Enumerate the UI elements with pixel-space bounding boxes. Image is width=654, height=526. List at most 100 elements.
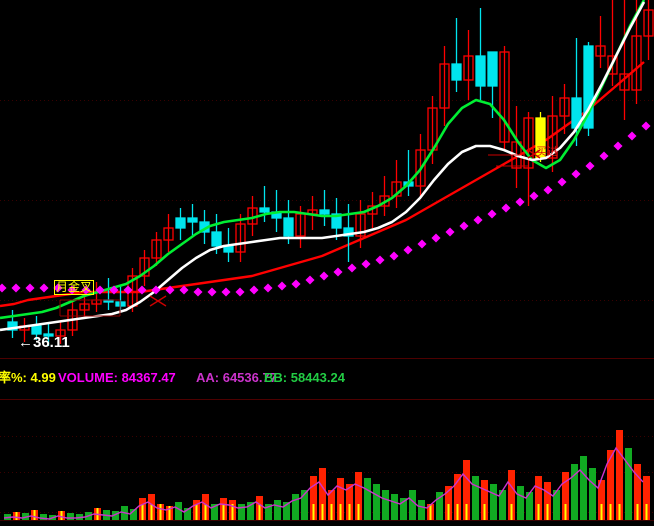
candlestick-19 [235,214,246,262]
trend-dot-23 [319,271,329,281]
legend-item-3: BB: 58443.24 [264,368,345,388]
trend-dot-16 [221,287,231,297]
candlestick-34 [415,134,426,198]
legend-item-0: 率%: 4.99 [0,368,56,388]
candlestick-41 [499,46,510,150]
candlestick-3 [43,322,54,346]
volume-chart-canvas [0,430,654,521]
volume-bar-46 [418,500,425,520]
candlestick-38 [463,30,474,100]
trend-dot-27 [375,255,385,265]
volume-bar-20 [184,508,191,520]
volume-bar-core-1 [15,512,18,520]
volume-bar-19 [175,502,182,520]
volume-bar-core-22 [204,504,207,520]
trend-dot-24 [333,267,343,277]
volume-bar-core-66 [600,504,603,520]
volume-bar-40 [364,478,371,520]
volume-bar-48 [436,492,443,520]
candlestick-23 [283,200,294,244]
volume-bar-58 [526,492,533,520]
volume-bar-69 [625,448,632,520]
trend-dot-31 [431,233,441,243]
candlestick-32 [391,160,402,208]
candlestick-8 [103,278,114,310]
volume-bar-26 [238,504,245,520]
candlestick-46 [559,84,570,134]
candlestick-0 [7,310,18,338]
volume-bar-core-68 [618,504,621,520]
volume-bar-43 [391,494,398,520]
volume-bar-core-62 [564,504,567,520]
legend-value-2: 64536.77 [222,370,277,385]
trend-dot-46 [641,121,651,131]
trend-dot-30 [417,239,427,249]
volume-bar-60 [544,482,551,520]
trend-dot-33 [459,221,469,231]
volume-bar-23 [211,504,218,520]
trend-dot-39 [543,185,553,195]
trend-dot-18 [249,285,259,295]
volume-bar-core-53 [483,504,486,520]
volume-bar-65 [589,468,596,520]
volume-bar-core-36 [330,504,333,520]
volume-bar-14 [130,509,137,520]
volume-bar-core-67 [609,504,612,520]
candlestick-29 [355,200,366,248]
volume-bar-41 [373,484,380,520]
volume-bar-56 [508,470,515,520]
volume-bar-64 [580,456,587,520]
trend-dot-26 [361,259,371,269]
volume-bar-70 [634,464,641,520]
candlestick-15 [187,204,198,236]
trend-dot-11 [151,285,161,295]
candlestick-31 [379,176,390,216]
volume-bar-core-25 [231,504,234,520]
legend-value-0: 4.99 [30,370,56,385]
candlestick-26 [319,190,330,226]
volume-bar-12 [112,511,119,520]
volume-bar-2 [22,513,29,520]
candlestick-37 [451,18,462,92]
indicator-legend-panel: 率%: 4.99 VOLUME: 84367.47 AA: 64536.77 BB: … [0,358,654,400]
candlestick-11 [139,250,150,286]
candlestick-39 [475,8,486,100]
trend-dot-34 [473,215,483,225]
candlestick-14 [175,208,186,240]
legend-row: 率%: 4.99 VOLUME: 84367.47 AA: 64536.77 BB: … [0,368,654,388]
trend-dot-44 [613,141,623,151]
candlestick-21 [259,186,270,222]
volume-bar-29 [265,504,272,520]
trend-dot-29 [403,245,413,255]
volume-bar-35 [319,468,326,520]
volume-bar-core-71 [645,504,648,520]
candlestick-49 [595,16,606,68]
ma-long-line [0,61,645,308]
volume-bar-71 [643,476,650,520]
trend-dot-21 [291,279,301,289]
volume-bar-27 [247,502,254,520]
buy-signal-annotation: 买进 [536,146,558,158]
trend-dot-1 [11,283,21,293]
price-chart-panel[interactable]: 月金叉 ←36.11 买进 [0,0,654,358]
golden-cross-annotation: 月金叉 [54,280,95,295]
volume-bar-core-34 [312,504,315,520]
volume-bar-core-49 [447,504,450,520]
volume-bar-core-16 [150,504,153,520]
trend-dot-35 [487,209,497,219]
volume-bar-core-6 [60,511,63,520]
candlestick-51 [619,0,630,120]
signal-cross-right [527,149,541,159]
volume-bar-core-60 [546,504,549,520]
volume-bar-core-39 [357,504,360,520]
legend-item-1: VOLUME: 84367.47 [58,368,176,388]
volume-bar-core-47 [429,504,432,520]
trend-dot-0 [0,283,7,293]
volume-bar-core-37 [339,504,342,520]
volume-chart-panel[interactable] [0,400,654,526]
trend-dot-38 [529,191,539,201]
volume-bar-54 [490,484,497,520]
candlestick-12 [151,232,162,266]
volume-bar-66 [598,480,605,520]
trend-dot-40 [557,177,567,187]
